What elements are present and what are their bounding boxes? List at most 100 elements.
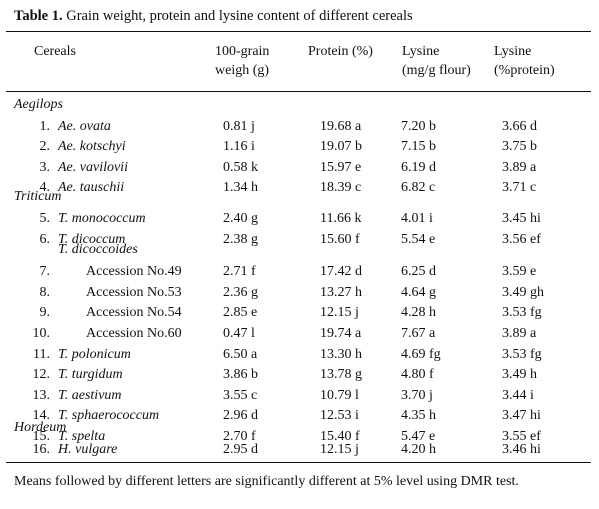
row-grain-weight: 0.47 l (223, 326, 255, 341)
row-lysine-flour: 4.20 h (401, 442, 436, 457)
row-lysine-flour: 5.47 e (401, 429, 436, 444)
row-lysine-flour: 6.19 d (401, 160, 436, 175)
row-number: 13. (32, 388, 51, 403)
row-grain-weight: 2.95 d (223, 442, 258, 457)
row-number: 8. (39, 285, 51, 300)
row-grain-weight: 6.50 a (223, 347, 258, 362)
row-protein: 13.78 g (320, 367, 362, 382)
row-name: H. vulgare (58, 442, 118, 457)
row-lysine-protein: 3.46 hi (502, 442, 541, 457)
row-protein: 11.66 k (320, 211, 362, 226)
table-row: 11. T. polonicum 6.50 a 13.30 h 4.69 fg 3.53 … (0, 345, 599, 365)
row-lysine-flour: 4.80 f (401, 367, 434, 382)
table-row: 13. T. aestivum 3.55 c 10.79 l 3.70 j 3.44 i (0, 386, 599, 406)
row-lysine-flour: 4.01 i (401, 211, 433, 226)
table-row: 14. T. sphaerococcum 2.96 d 12.53 i 4.35 h 3.… (0, 406, 599, 426)
row-name: Ae. tauschii (58, 180, 125, 195)
header-weight-line2: weigh (g) (215, 63, 270, 78)
table-row: 7. Accession No.49 2.71 f 17.42 d 6.25 d 3.59… (0, 262, 599, 282)
table-row: 9. Accession No.54 2.85 e 12.15 j 4.28 h 3.53… (0, 303, 599, 323)
row-number: 16. (32, 442, 51, 457)
row-number: 2. (39, 139, 51, 154)
row-name: T. spelta (58, 429, 106, 444)
header-weight-line1: 100-grain (215, 44, 270, 59)
row-number: 10. (32, 326, 51, 341)
header-lysine-flour-line2: (mg/g flour) (402, 63, 471, 78)
row-number: 6. (39, 232, 51, 247)
subgroup-dicoccoides: T. dicoccoides (58, 242, 138, 257)
row-name: Accession No.49 (86, 264, 182, 279)
row-lysine-protein: 3.53 fg (502, 305, 542, 320)
table-row: 5. T. monococcum 2.40 g 11.66 k 4.01 i 3.45 h… (0, 209, 599, 229)
row-lysine-protein: 3.49 gh (502, 285, 544, 300)
row-lysine-protein: 3.55 ef (502, 429, 541, 444)
table-row: 15. T. spelta 2.70 f 15.40 f 5.47 e 3.55 ef (0, 427, 599, 447)
row-protein: 19.07 b (320, 139, 362, 154)
row-lysine-protein: 3.44 i (502, 388, 534, 403)
row-grain-weight: 3.55 c (223, 388, 258, 403)
row-protein: 18.39 c (320, 180, 362, 195)
row-number: 4. (39, 180, 51, 195)
row-grain-weight: 2.96 d (223, 408, 258, 423)
table-row: 3. Ae. vavilovii 0.58 k 15.97 e 6.19 d 3.89 a (0, 158, 599, 178)
row-grain-weight: 3.86 b (223, 367, 258, 382)
row-number: 1. (39, 119, 51, 134)
row-lysine-protein: 3.66 d (502, 119, 537, 134)
row-lysine-flour: 6.82 c (401, 180, 436, 195)
row-name: T. monococcum (58, 211, 146, 226)
row-lysine-flour: 4.69 fg (401, 347, 441, 362)
row-lysine-protein: 3.89 a (502, 160, 537, 175)
row-name: Ae. kotschyi (58, 139, 126, 154)
row-lysine-protein: 3.45 hi (502, 211, 541, 226)
row-protein: 10.79 l (320, 388, 359, 403)
header-cereals: Cereals (34, 44, 76, 59)
table-title: Grain weight, protein and lysine content… (66, 8, 413, 24)
row-lysine-flour: 4.28 h (401, 305, 436, 320)
header-weight: 100-grain weigh (g) (215, 42, 269, 80)
row-protein: 17.42 d (320, 264, 362, 279)
header-lysine-protein-line1: Lysine (494, 44, 532, 59)
row-lysine-protein: 3.56 ef (502, 232, 541, 247)
table-caption: Table 1. Grain weight, protein and lysin… (14, 8, 413, 25)
row-grain-weight: 0.58 k (223, 160, 258, 175)
row-name: Accession No.60 (86, 326, 182, 341)
header-rule (6, 91, 591, 92)
row-protein: 15.60 f (320, 232, 360, 247)
row-name: T. sphaerococcum (58, 408, 160, 423)
row-name: Ae. vavilovii (58, 160, 128, 175)
row-protein: 12.15 j (320, 442, 359, 457)
row-name: Accession No.53 (86, 285, 182, 300)
row-protein: 15.97 e (320, 160, 362, 175)
row-grain-weight: 2.36 g (223, 285, 258, 300)
row-name: T. turgidum (58, 367, 123, 382)
table-row: 12. T. turgidum 3.86 b 13.78 g 4.80 f 3.49 h (0, 365, 599, 385)
row-lysine-flour: 3.70 j (401, 388, 433, 403)
header-lysine-flour-line1: Lysine (402, 44, 440, 59)
table-row: 2. Ae. kotschyi 1.16 i 19.07 b 7.15 b 3.75 b (0, 137, 599, 157)
group-triticum: Triticum (14, 189, 62, 204)
row-protein: 13.27 h (320, 285, 362, 300)
row-lysine-flour: 7.20 b (401, 119, 436, 134)
table-row: 6. T. dicoccum 2.38 g 15.60 f 5.54 e 3.56 ef (0, 230, 599, 250)
row-grain-weight: 2.85 e (223, 305, 258, 320)
row-grain-weight: 1.16 i (223, 139, 255, 154)
row-name: T. aestivum (58, 388, 122, 403)
table-label: Table 1. (14, 8, 63, 24)
row-lysine-protein: 3.75 b (502, 139, 537, 154)
row-lysine-flour: 4.64 g (401, 285, 436, 300)
header-protein: Protein (%) (308, 44, 373, 59)
row-name: Accession No.54 (86, 305, 182, 320)
row-lysine-flour: 7.67 a (401, 326, 436, 341)
group-hordeum: Hordeum (14, 420, 67, 435)
row-grain-weight: 2.70 f (223, 429, 256, 444)
row-number: 12. (32, 367, 51, 382)
table-footnote: Means followed by different letters are … (14, 474, 519, 489)
row-grain-weight: 2.38 g (223, 232, 258, 247)
table-row: 1. Ae. ovata 0.81 j 19.68 a 7.20 b 3.66 d (0, 117, 599, 137)
row-name: T. polonicum (58, 347, 131, 362)
row-number: 14. (32, 408, 51, 423)
row-protein: 13.30 h (320, 347, 362, 362)
bottom-rule (6, 462, 591, 463)
row-name: T. dicoccum (58, 232, 126, 247)
row-number: 11. (33, 347, 50, 362)
